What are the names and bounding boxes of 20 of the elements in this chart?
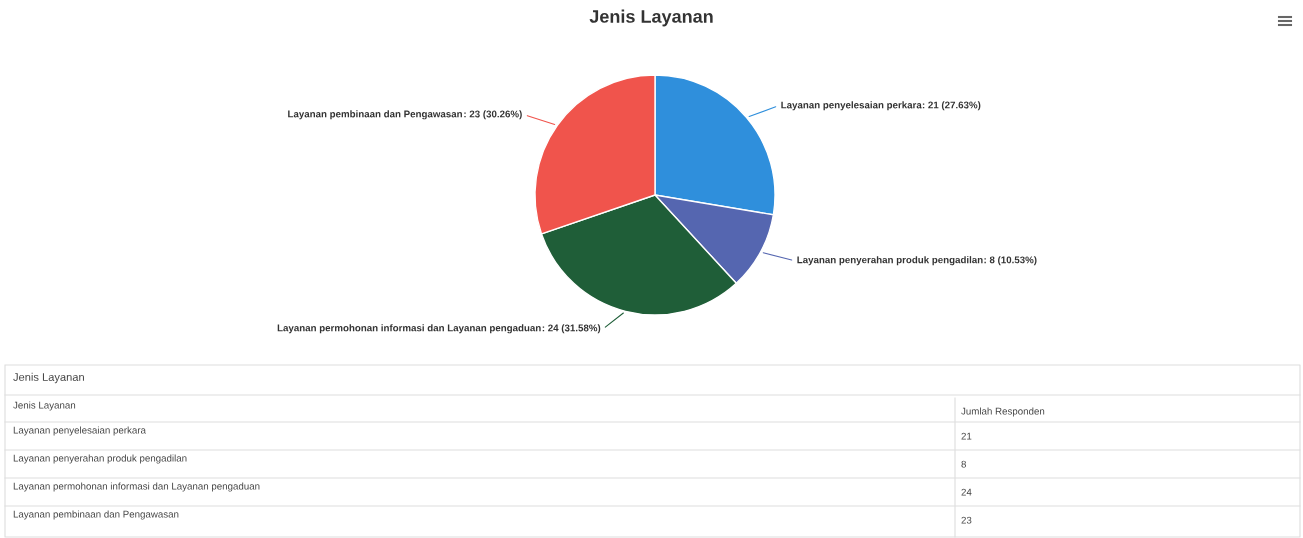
text: Layanan penyerahan produk pengadilan <box>13 454 187 464</box>
text: Jumlah Responden <box>961 407 1045 417</box>
data-label: : 23 (30.26%) <box>464 110 522 120</box>
text: 21 <box>961 432 972 440</box>
slice-label: Layanan pembinaan dan Pengawasan <box>288 110 462 120</box>
text: Jenis Layanan <box>13 372 84 384</box>
data-label: : 24 (31.58%) <box>542 324 601 334</box>
slice-label: Layanan permohonan informasi dan Layanan pengaduan <box>277 324 541 334</box>
text: Layanan pembinaan dan Pengawasan <box>13 510 179 520</box>
text: 23 <box>961 516 972 524</box>
text: 8 <box>961 460 966 468</box>
data-label: : 8 (10.53%) <box>984 256 1037 266</box>
slice-label: Layanan penyerahan produk pengadilan <box>797 256 983 266</box>
chart-title: Jenis Layanan <box>589 9 713 27</box>
text: Jenis Layanan <box>13 401 76 411</box>
text: 24 <box>961 488 972 496</box>
text: Layanan permohonan informasi dan Layanan pengaduan <box>13 482 260 492</box>
slice-label: Layanan penyelesaian perkara <box>781 101 922 111</box>
data-label: : 21 (27.63%) <box>922 101 981 111</box>
text: Layanan penyelesaian perkara <box>13 426 146 436</box>
